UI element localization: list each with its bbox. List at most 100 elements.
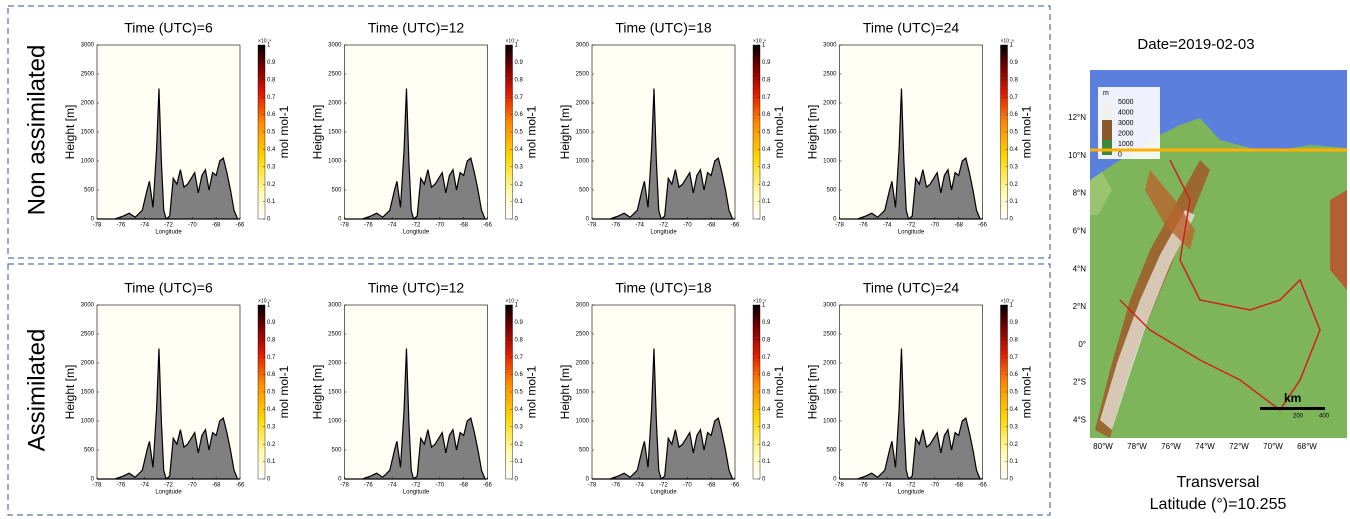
colorbar-tick-label: 0.7	[762, 95, 771, 101]
x-tick-label: -76	[611, 483, 620, 489]
x-tick-label: -78	[835, 483, 844, 489]
colorbar-tick-label: 0.4	[515, 147, 524, 153]
x-tick-label: -68	[459, 223, 468, 229]
y-tick-label: 2000	[576, 361, 590, 367]
y-tick-label: 3000	[81, 43, 95, 49]
panel: Time (UTC)=24-78 -76 -74 -72 -70 -68 -66050010…	[806, 20, 1034, 236]
y-tick-label: 2500	[81, 72, 95, 78]
colorbar-tick-label: 0.4	[267, 407, 276, 413]
lat-label: 10°N	[1068, 151, 1086, 160]
x-tick-label: -66	[731, 223, 740, 229]
x-tick-label: -72	[412, 483, 421, 489]
y-tick-label: 1500	[823, 390, 837, 396]
y-tick-label: 3000	[81, 303, 95, 309]
colorbar-tick-label: 0.5	[515, 130, 524, 136]
colorbar-exponent: ×10⁻⁸	[258, 298, 271, 304]
colorbar-tick-label: 0	[762, 477, 766, 483]
andes	[1145, 170, 1195, 250]
lon-label: 78°W	[1127, 442, 1147, 451]
colorbar-tick-label: 0.6	[1010, 112, 1019, 118]
colorbar-label: mol mol-1	[277, 365, 291, 418]
colorbar-tick-label: 0.8	[1010, 337, 1019, 343]
colorbar-label: mol mol-1	[525, 105, 539, 158]
x-tick-label: -76	[859, 223, 868, 229]
colorbar-tick-label: 0.5	[267, 130, 276, 136]
y-tick-label: 2500	[823, 332, 837, 338]
panel-title: Time (UTC)=24	[863, 20, 960, 36]
scale-label: 200	[1293, 414, 1304, 420]
terrain	[592, 88, 735, 221]
y-axis-label: Height [m]	[558, 105, 572, 160]
x-axis-label: Longitude	[403, 490, 430, 496]
colorbar-tick-label: 0.9	[267, 320, 276, 326]
x-tick-label: -76	[859, 483, 868, 489]
x-tick-label: -72	[659, 483, 668, 489]
x-tick-label: -72	[164, 483, 173, 489]
colorbar-tick-label: 0.9	[762, 320, 771, 326]
y-axis-label: Height [m]	[63, 365, 77, 420]
colorbar-tick-label: 0.5	[762, 130, 771, 136]
colorbar-tick-label: 1	[515, 43, 519, 49]
lon-label: 76°W	[1161, 442, 1181, 451]
lat-label: 8°N	[1073, 189, 1087, 198]
y-tick-label: 2000	[823, 361, 837, 367]
colorbar-tick-label: 1	[1010, 43, 1014, 49]
colorbar-tick-label: 0.6	[515, 112, 524, 118]
panel: Time (UTC)=18-78 -76 -74 -72 -70 -68 -66050010…	[558, 280, 786, 496]
map	[1090, 70, 1347, 438]
x-tick-label: -76	[116, 483, 125, 489]
x-tick-label: -78	[93, 483, 102, 489]
x-tick-label: -78	[93, 223, 102, 229]
y-tick-label: 3000	[328, 303, 342, 309]
x-tick-label: -76	[364, 483, 373, 489]
colorbar-tick-label: 0.7	[1010, 355, 1019, 361]
y-tick-label: 0	[833, 217, 837, 223]
lon-label: 80°W	[1093, 442, 1113, 451]
x-tick-label: -68	[459, 483, 468, 489]
x-tick-label: -74	[883, 483, 892, 489]
colorbar-tick-label: 0.9	[267, 60, 276, 66]
colorbar-tick-label: 0.9	[1010, 60, 1019, 66]
colorbar-tick-label: 0.5	[515, 390, 524, 396]
x-tick-label: -66	[236, 223, 245, 229]
x-tick-label: -70	[683, 223, 692, 229]
x-tick-label: -74	[388, 483, 397, 489]
x-tick-label: -72	[659, 223, 668, 229]
colorbar-tick-label: 0.7	[515, 355, 524, 361]
colorbar-tick-label: 0.6	[267, 112, 276, 118]
colorbar-exponent: ×10⁻⁸	[506, 298, 519, 304]
colorbar-label: mol mol-1	[1020, 365, 1034, 418]
colorbar-tick-label: 0.6	[515, 372, 524, 378]
x-tick-label: -76	[116, 223, 125, 229]
colorbar-tick-label: 0	[515, 477, 519, 483]
colorbar-tick-label: 0.6	[762, 372, 771, 378]
colorbar-tick-label: 0.8	[1010, 77, 1019, 83]
x-tick-label: -76	[364, 223, 373, 229]
y-tick-label: 1000	[81, 419, 95, 425]
y-tick-label: 2000	[328, 361, 342, 367]
colorbar-label: mol mol-1	[772, 365, 786, 418]
x-tick-label: -68	[212, 483, 221, 489]
x-tick-label: -68	[707, 223, 716, 229]
colorbar-tick-label: 0.1	[515, 199, 524, 205]
panel: Time (UTC)=12-78 -76 -74 -72 -70 -68 -66050010…	[311, 280, 539, 496]
colorbar-tick-label: 1	[267, 303, 271, 309]
colorbar-exponent: ×10⁻⁸	[258, 38, 271, 44]
x-tick-label: -74	[883, 223, 892, 229]
y-tick-label: 500	[579, 448, 590, 454]
y-tick-label: 1500	[81, 390, 95, 396]
colorbar-tick-label: 1	[1010, 303, 1014, 309]
colorbar-tick-label: 0.7	[1010, 95, 1019, 101]
y-tick-label: 2000	[576, 101, 590, 107]
panel-title: Time (UTC)=6	[124, 280, 213, 296]
colorbar-tick-label: 0.2	[267, 182, 276, 188]
y-tick-label: 500	[84, 448, 95, 454]
x-tick-label: -70	[435, 483, 444, 489]
y-tick-label: 2000	[81, 101, 95, 107]
colorbar-tick-label: 0.5	[1010, 390, 1019, 396]
colorbar-tick-label: 0.3	[267, 164, 276, 170]
legend-label: 4000	[1118, 109, 1134, 116]
y-tick-label: 1500	[823, 130, 837, 136]
x-tick-label: -70	[435, 223, 444, 229]
